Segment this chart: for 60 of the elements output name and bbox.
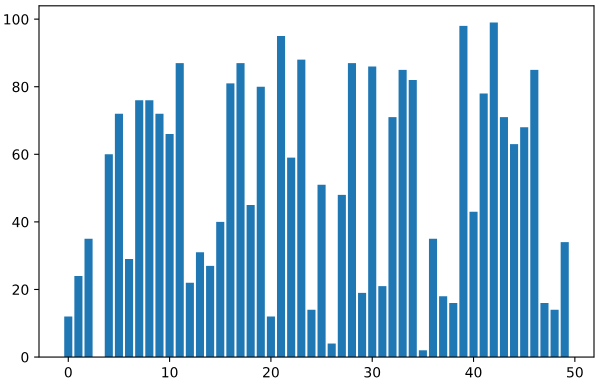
- bar: [368, 66, 376, 358]
- bar: [64, 316, 72, 358]
- bar: [166, 134, 174, 358]
- bar: [318, 184, 326, 358]
- bar: [338, 194, 346, 358]
- bar: [206, 266, 214, 358]
- bar: [176, 63, 184, 358]
- bar: [135, 100, 144, 358]
- bar: [510, 144, 518, 358]
- bar: [328, 344, 336, 358]
- bar: [560, 242, 569, 358]
- bar: [276, 36, 286, 358]
- bar: [348, 63, 356, 358]
- bar: [145, 100, 154, 358]
- bar: [125, 259, 134, 358]
- bar: [428, 238, 438, 358]
- x-tick-label: 20: [263, 367, 279, 378]
- bar: [520, 127, 528, 358]
- x-tick-label: 40: [465, 367, 482, 378]
- bar: [74, 276, 82, 358]
- bar: [287, 158, 296, 358]
- bar: [540, 302, 549, 358]
- bar: [297, 60, 306, 358]
- bar: [84, 238, 93, 358]
- x-tick-label: 30: [364, 367, 380, 378]
- y-tick-label: 80: [12, 82, 28, 92]
- bar: [186, 282, 194, 358]
- bar: [398, 70, 407, 358]
- y-tick-label: 20: [12, 284, 28, 295]
- bar: [256, 86, 265, 358]
- bar: [226, 83, 234, 358]
- bar: [449, 302, 458, 358]
- y-tick-label: 60: [12, 149, 28, 160]
- bar: [388, 117, 397, 358]
- bar: [408, 80, 417, 358]
- bar: [550, 310, 559, 358]
- bar: [490, 22, 498, 358]
- bar: [480, 93, 488, 358]
- bar: [307, 310, 316, 358]
- bar: [378, 286, 386, 358]
- bar: [104, 154, 113, 358]
- bar: [469, 212, 478, 358]
- x-tick-label: 10: [162, 367, 178, 378]
- bar: [236, 63, 245, 358]
- bar: [266, 316, 275, 358]
- bar: [114, 114, 123, 358]
- bar: [246, 204, 255, 358]
- y-tick-label: 0: [21, 352, 28, 363]
- bar: [439, 296, 448, 358]
- bar: [459, 26, 468, 358]
- bar: [216, 222, 224, 358]
- y-tick-label: 40: [12, 216, 28, 228]
- x-tick-label: 50: [567, 367, 583, 378]
- bar: [358, 292, 366, 358]
- y-tick-label: 100: [4, 14, 28, 25]
- bar: [530, 70, 538, 358]
- x-tick-label: 0: [64, 367, 72, 378]
- bar: [155, 114, 164, 358]
- bar: [196, 252, 204, 358]
- bar: [500, 117, 508, 358]
